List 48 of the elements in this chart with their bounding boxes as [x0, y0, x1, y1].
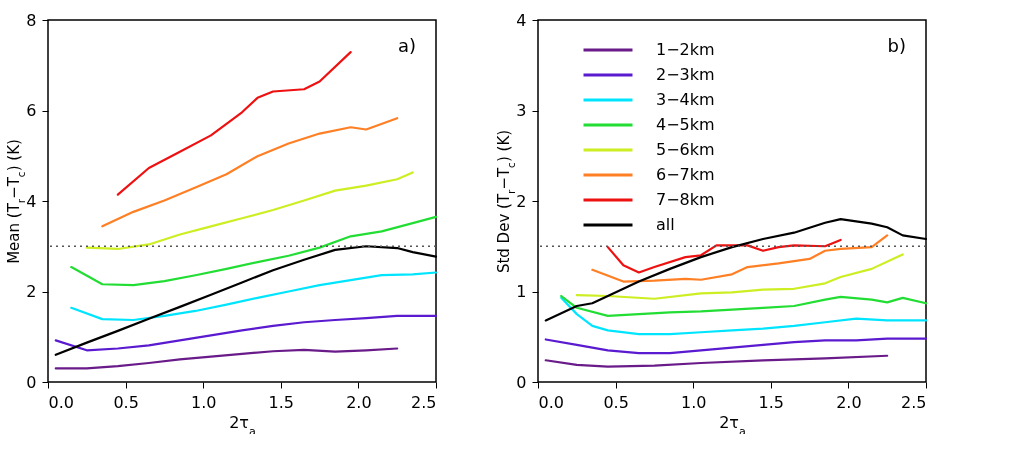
line-series	[85, 171, 414, 251]
annotation: b)	[887, 35, 906, 56]
line-series	[54, 314, 438, 352]
x-tick-label: 2.0	[836, 392, 862, 412]
y-tick-label: 0	[516, 372, 527, 392]
x-tick-label: 1.0	[680, 392, 707, 412]
x-tick-label: 1.0	[190, 392, 217, 412]
legend-label: 3−4km	[656, 90, 715, 109]
legend-label: 5−6km	[656, 140, 715, 159]
x-axis-title: 2τ$_{a}$	[719, 412, 746, 437]
legend-label: all	[656, 215, 675, 234]
line-series	[54, 347, 399, 370]
line-series	[101, 117, 399, 228]
line-series	[591, 234, 889, 283]
x-tick-label: 0.5	[113, 392, 139, 412]
y-tick-label: 8	[26, 10, 37, 30]
y-tick-label: 2	[26, 282, 37, 301]
line-series	[560, 296, 928, 336]
legend-label: 1−2km	[656, 40, 715, 59]
x-tick-label: 2.5	[901, 392, 927, 412]
legend-label: 4−5km	[656, 115, 715, 134]
annotation: a)	[397, 35, 416, 56]
legend-label: 6−7km	[656, 165, 715, 184]
legend-label: 2−3km	[656, 65, 715, 84]
line-series	[70, 215, 438, 287]
x-axis-title: 2τ$_{a}$	[229, 412, 256, 437]
x-tick-label: 0.0	[538, 392, 564, 412]
line-series	[544, 337, 928, 355]
y-tick-label: 6	[26, 101, 37, 120]
line-series	[116, 51, 352, 196]
line-series	[544, 354, 889, 368]
line-series	[575, 253, 904, 300]
line-series	[606, 238, 842, 274]
legend-label: 7−8km	[656, 190, 715, 209]
y-tick-label: 4	[26, 191, 37, 211]
x-tick-label: 1.5	[268, 392, 295, 412]
line-series	[560, 294, 928, 318]
x-tick-label: 2.5	[411, 392, 437, 412]
y-tick-label: 3	[516, 101, 527, 120]
x-tick-label: 0.0	[48, 392, 74, 412]
y-tick-label: 2	[516, 191, 527, 211]
x-tick-label: 2.0	[346, 392, 372, 412]
x-tick-label: 1.5	[758, 392, 785, 412]
y-tick-label: 0	[26, 372, 37, 392]
x-tick-label: 0.5	[603, 392, 629, 412]
line-series	[70, 271, 438, 322]
y-tick-label: 1	[516, 282, 527, 301]
y-tick-label: 4	[516, 10, 527, 30]
